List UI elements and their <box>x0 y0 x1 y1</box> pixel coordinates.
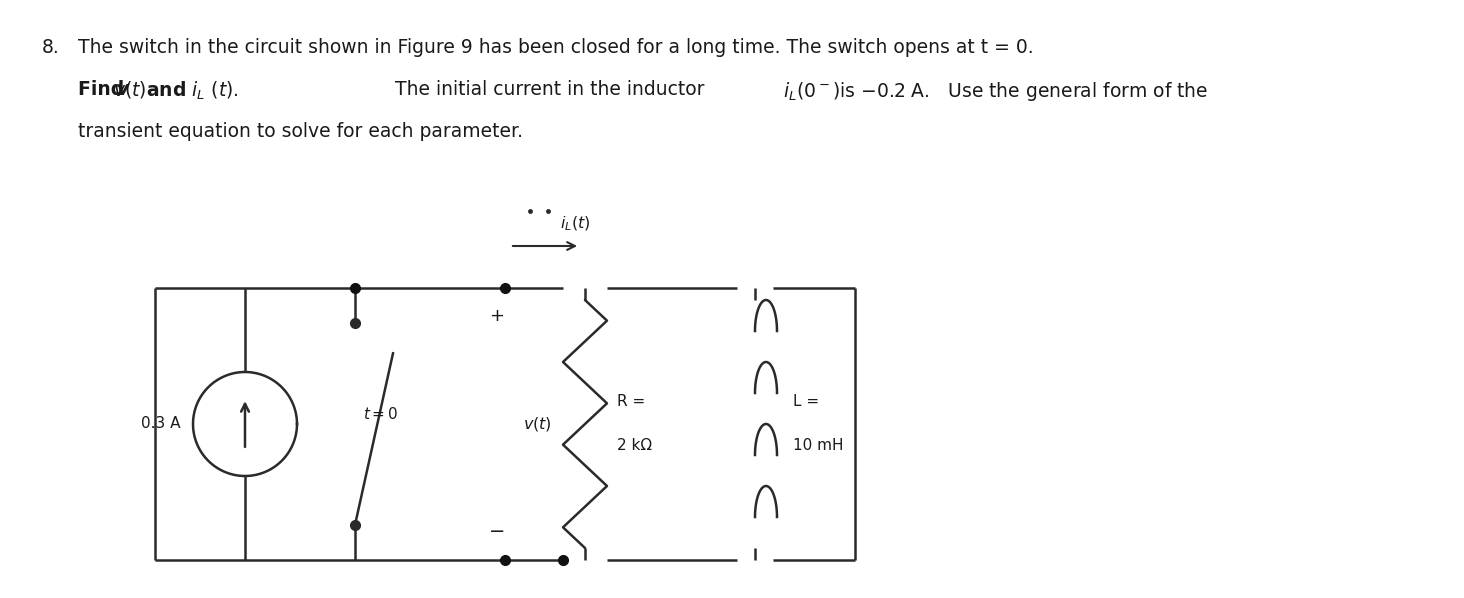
Text: $i_L(t)$: $i_L(t)$ <box>559 215 590 233</box>
Text: The switch in the circuit shown in Figure 9 has been closed for a long time. The: The switch in the circuit shown in Figur… <box>78 38 1034 57</box>
Text: Find: Find <box>78 80 130 99</box>
Text: $t=0$: $t=0$ <box>363 406 398 422</box>
Text: transient equation to solve for each parameter.: transient equation to solve for each par… <box>78 122 523 141</box>
Text: L =: L = <box>793 395 820 410</box>
Text: −: − <box>489 523 505 542</box>
Text: $\mathbf{\mathit{v(t)}}$$\mathbf{and}$ $\mathbf{\mathit{i}}_{\mathbf{\mathit{L}}: $\mathbf{\mathit{v(t)}}$$\mathbf{and}$ $… <box>113 80 239 102</box>
Text: R =: R = <box>616 395 646 410</box>
Text: The initial current in the inductor: The initial current in the inductor <box>384 80 710 99</box>
Text: +: + <box>489 307 505 325</box>
Text: $\bfit{v}$: $\bfit{v}$ <box>116 80 130 99</box>
Text: 10 mH: 10 mH <box>793 438 843 453</box>
Text: 8.: 8. <box>42 38 60 57</box>
Text: 2 kΩ: 2 kΩ <box>616 438 651 453</box>
Text: $v(t)$: $v(t)$ <box>523 415 552 433</box>
Text: 0.3 A: 0.3 A <box>142 416 182 432</box>
Text: $i_L(0^-)$is −0.2 A.   Use the general form of the: $i_L(0^-)$is −0.2 A. Use the general for… <box>783 80 1208 103</box>
